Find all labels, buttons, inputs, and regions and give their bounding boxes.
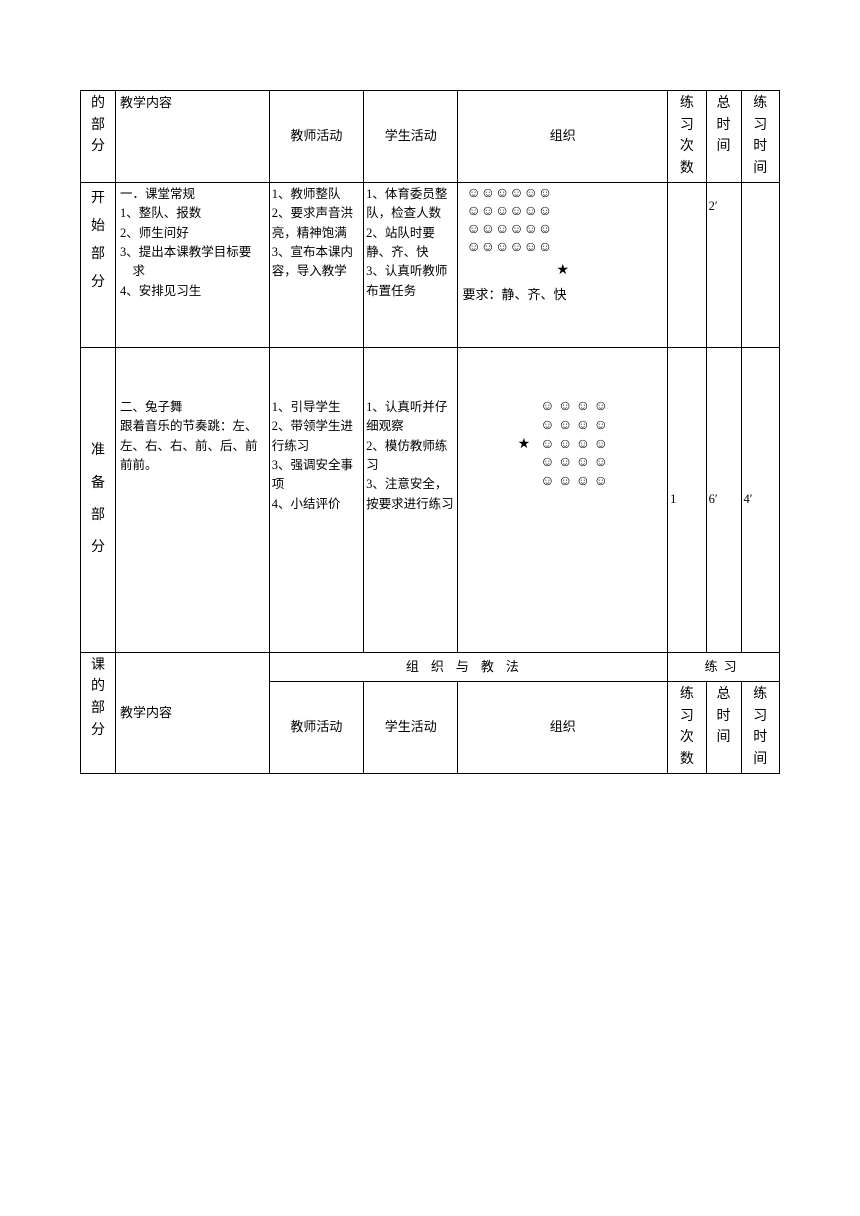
col-student-header: 学生活动 <box>364 91 458 183</box>
practicetime-prep: 4′ <box>741 347 779 652</box>
student-prep: 1、认真听并仔细观察2、模仿教师练习3、注意安全，按要求进行练习 <box>364 347 458 652</box>
col-totaltime-header2: 总时间 <box>706 681 741 773</box>
practicetime-start <box>741 182 779 347</box>
count-prep: 1 <box>668 347 706 652</box>
star-icon: ★ <box>462 260 663 282</box>
col-section-header: 的部分 <box>81 91 116 183</box>
content-prep: 二、兔子舞跟着音乐的节奏跳：左、左、右、右、前、后、前前前。 <box>115 347 269 652</box>
col-student-header2: 学生活动 <box>364 681 458 773</box>
lesson-plan-table: 的部分 教学内容 教师活动 学生活动 组织 练习次数 总时间 练习时间 开始部分… <box>80 90 780 774</box>
totaltime-start: 2′ <box>706 182 741 347</box>
col-count-header: 练习次数 <box>668 91 706 183</box>
col-content-header: 教学内容 <box>115 91 269 183</box>
section-prep: 准备部分 <box>81 347 116 652</box>
col-practicetime-header: 练习时间 <box>741 91 779 183</box>
org-start: ☺☺☺☺☺☺☺☺☺☺☺☺☺☺☺☺☺☺☺☺☺☺☺☺ ★ 要求：静、齐、快 <box>458 182 668 347</box>
col-org-header2: 组织 <box>458 681 668 773</box>
teacher-prep: 1、引导学生2、带领学生进行练习3、强调安全事项4、小结评价 <box>269 347 363 652</box>
col-totaltime-header: 总时间 <box>706 91 741 183</box>
star-icon: ★ <box>518 434 531 456</box>
student-start: 1、体育委员整队，检查人数2、站队时要静、齐、快3、认真听教师布置任务 <box>364 182 458 347</box>
col-teacher-header: 教师活动 <box>269 91 363 183</box>
col-practice-header: 练习 <box>668 652 780 681</box>
count-start <box>668 182 706 347</box>
table-header-row: 的部分 教学内容 教师活动 学生活动 组织 练习次数 总时间 练习时间 <box>81 91 780 183</box>
table-header2-row1: 课的部分 教学内容 组织与教法 练习 <box>81 652 780 681</box>
table-row-start: 开始部分 一．课堂常规1、整队、报数2、师生问好3、提出本课教学目标要 求4、安… <box>81 182 780 347</box>
col-count-header2: 练习次数 <box>668 681 706 773</box>
face-grid-icon: ☺☺☺☺☺☺☺☺☺☺☺☺☺☺☺☺☺☺☺☺☺☺☺☺ <box>462 185 663 258</box>
col-org-header: 组织 <box>458 91 668 183</box>
col-orgmethod-header: 组织与教法 <box>269 652 667 681</box>
col-section-header2: 课的部分 <box>81 652 116 773</box>
content-start: 一．课堂常规1、整队、报数2、师生问好3、提出本课教学目标要 求4、安排见习生 <box>115 182 269 347</box>
table-row-prep: 准备部分 二、兔子舞跟着音乐的节奏跳：左、左、右、右、前、后、前前前。 1、引导… <box>81 347 780 652</box>
page-container: 的部分 教学内容 教师活动 学生活动 组织 练习次数 总时间 练习时间 开始部分… <box>0 0 860 774</box>
face-grid-icon: ☺ ☺ ☺ ☺☺ ☺ ☺ ☺☺ ☺ ☺ ☺☺ ☺ ☺ ☺☺ ☺ ☺ ☺ <box>540 398 608 492</box>
col-practicetime-header2: 练习时间 <box>741 681 779 773</box>
totaltime-prep: 6′ <box>706 347 741 652</box>
org-requirement: 要求：静、齐、快 <box>462 285 663 305</box>
col-teacher-header2: 教师活动 <box>269 681 363 773</box>
section-start: 开始部分 <box>81 182 116 347</box>
teacher-start: 1、教师整队2、要求声音洪亮，精神饱满3、宣布本课内容，导入教学 <box>269 182 363 347</box>
col-content-header2: 教学内容 <box>115 652 269 773</box>
org-prep: ★ ☺ ☺ ☺ ☺☺ ☺ ☺ ☺☺ ☺ ☺ ☺☺ ☺ ☺ ☺☺ ☺ ☺ ☺ <box>458 347 668 652</box>
